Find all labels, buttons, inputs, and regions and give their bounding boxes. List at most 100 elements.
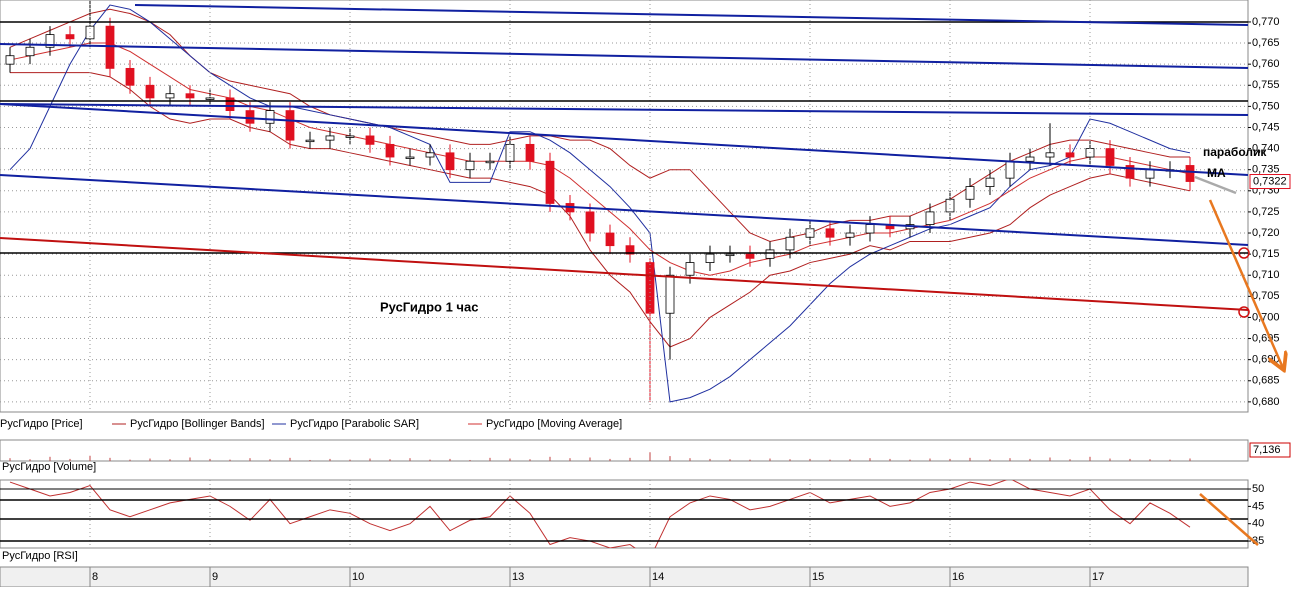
candle-body	[625, 245, 635, 255]
panel-label: РусГидро [Volume]	[2, 461, 96, 473]
volume-bar	[369, 458, 371, 461]
candle-body	[545, 160, 555, 204]
volume-layer	[9, 452, 1191, 461]
candle-body	[445, 152, 455, 171]
candle-body	[45, 34, 55, 48]
candle-body	[165, 93, 175, 99]
volume-bar	[889, 458, 891, 461]
x-axis-band	[0, 566, 1249, 588]
candle-body	[825, 228, 835, 238]
y-tick-label: 0,695	[1252, 332, 1280, 344]
volume-bar	[169, 459, 171, 461]
volume-bar	[1069, 459, 1071, 461]
volume-bar	[989, 459, 991, 461]
candle-body	[205, 97, 215, 100]
y-tick-label: 45	[1252, 500, 1264, 512]
candle-body	[305, 139, 315, 143]
value-label-box	[1249, 174, 1291, 190]
y-tick-label: 0,770	[1252, 16, 1280, 28]
trend-line	[134, 4, 1249, 26]
volume-bar	[569, 458, 571, 461]
chart-title: РусГидро 1 час	[380, 299, 478, 314]
drawings: РусГидро 1 час параболик МА РусГидро [Vo…	[0, 4, 1283, 562]
candle-body	[365, 135, 375, 145]
y-tick-label: 0,690	[1252, 354, 1280, 366]
candle-body	[125, 67, 135, 86]
candle-body	[285, 110, 295, 141]
y-tick-label: 0,715	[1252, 248, 1280, 260]
candle-body	[605, 232, 615, 247]
volume-bar	[869, 458, 871, 461]
volume-bar	[429, 459, 431, 461]
candle-body	[225, 97, 235, 111]
volume-bar	[1149, 459, 1151, 461]
volume-bar	[249, 458, 251, 461]
y-tick-label: 0,705	[1252, 290, 1280, 302]
y-tick-label: 0,750	[1252, 100, 1280, 112]
y-tick-label: 0,720	[1252, 227, 1280, 239]
marker-circle	[1238, 247, 1250, 259]
rsi-layer	[9, 480, 1191, 548]
volume-bar	[749, 459, 751, 461]
volume-bar	[449, 458, 451, 461]
candle-body	[1045, 152, 1055, 158]
volume-bar	[129, 459, 131, 461]
volume-bar	[929, 458, 931, 461]
candle-body	[1125, 165, 1135, 179]
volume-bar	[909, 459, 911, 461]
candle-body	[1185, 165, 1195, 182]
candle-body	[805, 228, 815, 238]
candle-body	[705, 253, 715, 263]
x-tick-label: 8	[92, 571, 98, 583]
annotation: МА	[1207, 166, 1226, 180]
volume-bar	[1049, 457, 1051, 461]
volume-bar	[829, 459, 831, 461]
candle-body	[845, 232, 855, 238]
candle-body	[25, 46, 35, 57]
volume-bar	[109, 457, 111, 461]
candle-body	[745, 253, 755, 259]
candle-body	[765, 249, 775, 259]
candle-body	[485, 160, 495, 164]
candle-body	[1105, 148, 1115, 166]
volume-bar	[89, 455, 91, 461]
volume-bar	[489, 457, 491, 461]
candle-body	[405, 156, 415, 159]
y-tick-label: 40	[1252, 518, 1264, 530]
volume-bar	[1169, 459, 1171, 461]
candle-body	[245, 110, 255, 124]
volume-bar	[849, 459, 851, 461]
value-label: 7,136	[1253, 444, 1281, 456]
rsi-panel	[0, 479, 1249, 549]
volume-bar	[209, 458, 211, 461]
volume-bar	[1109, 458, 1111, 461]
volume-bar	[1029, 458, 1031, 461]
volume-bar	[549, 456, 551, 461]
candle-body	[325, 135, 335, 141]
legend-label: РусГидро [Bollinger Bands]	[130, 418, 265, 430]
candle-body	[685, 262, 695, 276]
y-tick-label: 0,700	[1252, 311, 1280, 323]
candle-body	[425, 152, 435, 158]
candle-body	[1005, 160, 1015, 179]
trend-line	[0, 103, 1249, 116]
volume-bar	[309, 459, 311, 461]
volume-bar	[329, 458, 331, 461]
forecast-arrow	[1199, 493, 1259, 546]
candle-body	[265, 110, 275, 124]
volume-bar	[709, 458, 711, 461]
indicator-line	[9, 42, 1191, 276]
y-tick-label: 0,680	[1252, 396, 1280, 408]
volume-bar	[589, 457, 591, 461]
volume-bar	[789, 459, 791, 461]
volume-bar	[469, 459, 471, 461]
x-tick-label: 9	[212, 571, 218, 583]
volume-bar	[1089, 456, 1091, 461]
x-tick-label: 13	[512, 571, 524, 583]
y-tick-label: 0,745	[1252, 121, 1280, 133]
forecast-dash	[1194, 175, 1237, 195]
x-tick-label: 17	[1092, 571, 1104, 583]
volume-bar	[409, 458, 411, 461]
volume-bar	[1129, 458, 1131, 461]
